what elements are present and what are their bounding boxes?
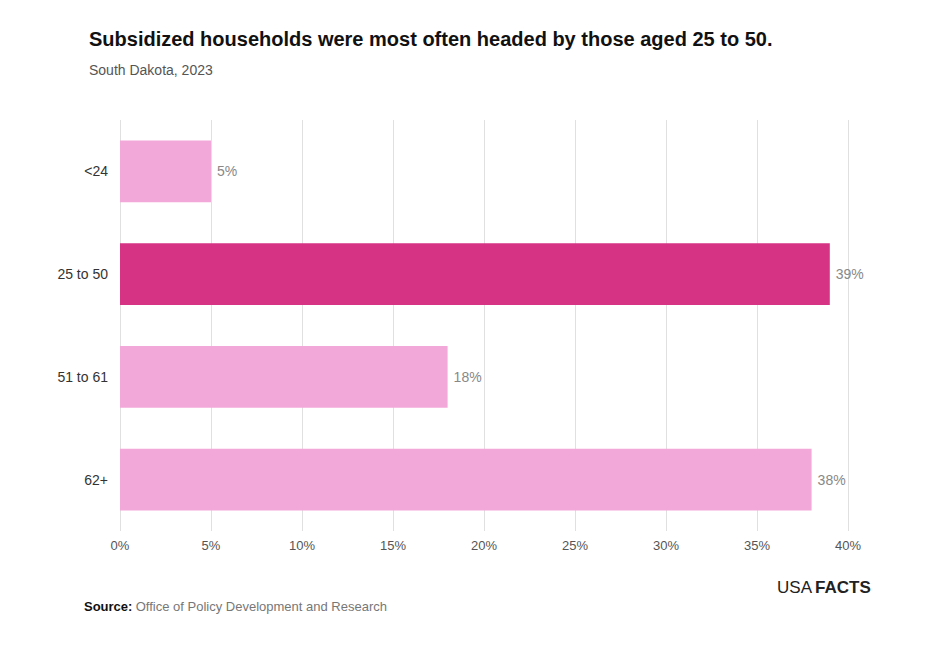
- svg-text:25%: 25%: [562, 538, 588, 553]
- svg-text:20%: 20%: [471, 538, 497, 553]
- svg-text:62+: 62+: [84, 472, 108, 488]
- svg-text:FACTS: FACTS: [815, 578, 871, 597]
- svg-text:USA: USA: [777, 578, 813, 597]
- svg-text:<24: <24: [84, 163, 108, 179]
- svg-text:40%: 40%: [835, 538, 861, 553]
- svg-text:10%: 10%: [289, 538, 315, 553]
- svg-text:Office of Policy Development a: Office of Policy Development and Researc…: [136, 599, 387, 614]
- svg-text:38%: 38%: [818, 472, 846, 488]
- svg-text:51 to 61: 51 to 61: [57, 369, 108, 385]
- svg-text:0%: 0%: [111, 538, 130, 553]
- svg-text:39%: 39%: [836, 266, 864, 282]
- svg-text:5%: 5%: [217, 163, 237, 179]
- svg-text:35%: 35%: [744, 538, 770, 553]
- svg-text:18%: 18%: [454, 369, 482, 385]
- svg-text:Subsidized households were mos: Subsidized households were most often he…: [89, 28, 772, 50]
- svg-text:30%: 30%: [653, 538, 679, 553]
- svg-text:15%: 15%: [380, 538, 406, 553]
- svg-text:5%: 5%: [202, 538, 221, 553]
- svg-text:25 to 50: 25 to 50: [57, 266, 108, 282]
- svg-text:Source:: Source:: [84, 599, 132, 614]
- svg-text:South Dakota, 2023: South Dakota, 2023: [89, 62, 213, 78]
